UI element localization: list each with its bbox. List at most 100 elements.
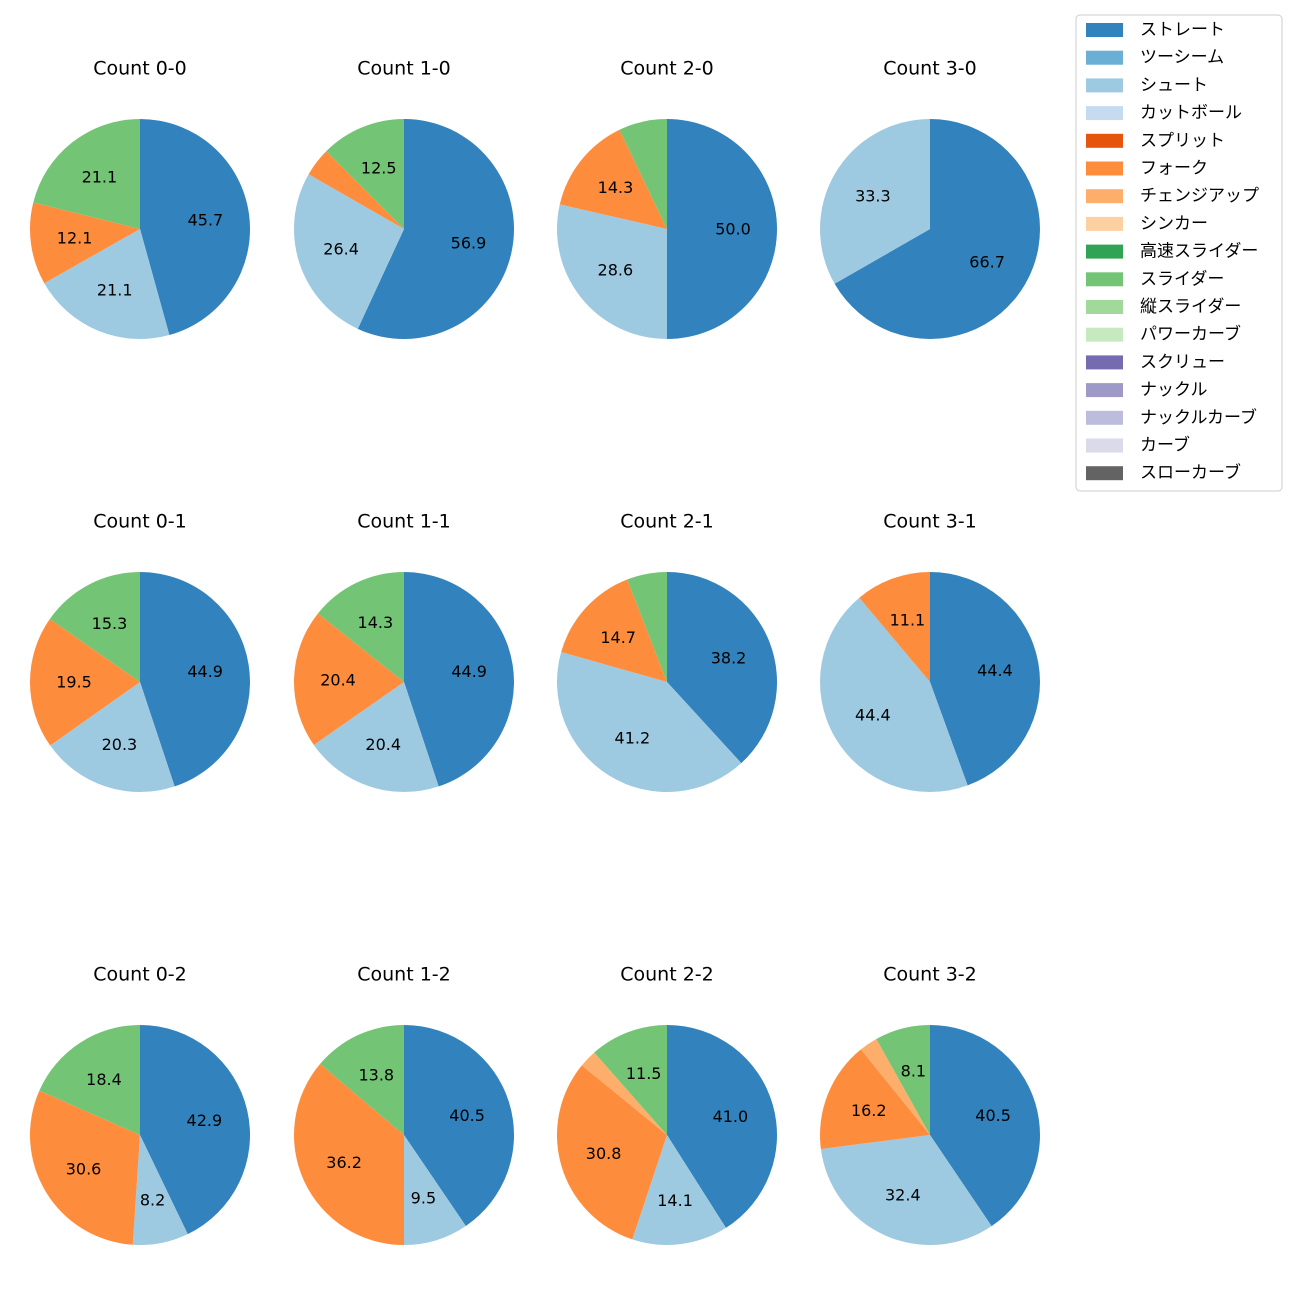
legend-label: スローカーブ: [1140, 462, 1241, 483]
legend-label: 縦スライダー: [1140, 297, 1241, 317]
pie-chart: Count 0-0 45.7 21.1 12.1 21.1: [30, 58, 250, 340]
slice-label: 20.4: [365, 735, 401, 754]
slice-label: 44.4: [855, 706, 891, 725]
legend-label: ナックルカーブ: [1140, 407, 1257, 428]
pie-slice: [140, 119, 250, 336]
chart-title: Count 0-2: [93, 964, 187, 986]
slice-label: 14.1: [657, 1191, 693, 1210]
pie-slice: [581, 1052, 667, 1135]
legend-label: スクリュー: [1140, 352, 1225, 372]
slice-label: 20.4: [320, 670, 356, 689]
slice-label: 19.5: [56, 673, 92, 692]
slice-label: 8.2: [140, 1190, 165, 1209]
pie-slice: [30, 1090, 140, 1245]
chart-title: Count 2-2: [620, 964, 714, 986]
slice-label: 14.7: [600, 628, 636, 647]
slice-label: 45.7: [188, 211, 224, 230]
pie-slice: [557, 651, 742, 793]
legend-label: ツーシーム: [1140, 48, 1224, 68]
pie-slice: [819, 597, 968, 793]
pie-slice: [627, 572, 667, 682]
legend-swatch: [1086, 466, 1123, 481]
legend-swatch: [1086, 244, 1123, 259]
chart-title: Count 0-0: [93, 58, 187, 80]
slice-label: 16.2: [851, 1101, 887, 1120]
slice-label: 56.9: [451, 234, 487, 253]
pie-slice: [39, 1025, 140, 1135]
slice-label: 8.1: [901, 1062, 926, 1081]
slice-label: 41.2: [615, 729, 651, 748]
pie-chart: Count 3-0 66.7 33.3: [820, 58, 1040, 339]
chart-title: Count 1-2: [357, 964, 451, 986]
pie-chart: Count 1-1 44.9 20.4 20.4 14.3: [293, 511, 514, 792]
pie-slice: [930, 572, 1041, 786]
slice-label: 44.9: [187, 662, 223, 681]
slice-label: 26.4: [323, 240, 359, 259]
pie-slice: [667, 119, 777, 339]
pie-chart: Count 3-2 40.5 32.4 16.2 8.1: [820, 964, 1040, 1245]
pie-slice: [404, 1025, 514, 1226]
legend-label: シンカー: [1140, 214, 1208, 234]
pie-slice: [294, 1063, 404, 1245]
legend-swatch: [1086, 133, 1123, 148]
slice-label: 12.1: [57, 228, 93, 247]
pie-slice: [619, 119, 667, 229]
chart-title: Count 2-0: [620, 58, 714, 80]
legend-label: スプリット: [1140, 131, 1225, 151]
pie-slice: [556, 1065, 667, 1240]
pie-chart: Count 0-1 44.9 20.3 19.5 15.3: [29, 511, 251, 793]
pie-slice: [561, 579, 667, 682]
slice-label: 14.3: [598, 178, 634, 197]
pie-slice: [357, 119, 514, 339]
legend-label: チェンジアップ: [1140, 186, 1259, 206]
pie-slice: [132, 1135, 188, 1245]
slice-label: 42.9: [187, 1111, 223, 1130]
legend-label: ストレート: [1140, 20, 1225, 40]
slice-label: 38.2: [711, 649, 747, 668]
slice-label: 33.3: [855, 186, 891, 205]
pie-slice: [308, 151, 404, 229]
slice-label: 40.5: [975, 1106, 1011, 1125]
slice-label: 21.1: [82, 167, 118, 186]
pie-chart: Count 3-1 44.4 44.4 11.1: [819, 511, 1041, 793]
legend-swatch: [1086, 78, 1123, 93]
legend-swatch: [1086, 106, 1123, 121]
slice-label: 14.3: [358, 613, 394, 632]
pie-slice: [404, 1135, 466, 1245]
slice-label: 11.5: [626, 1064, 662, 1083]
legend: ストレートツーシームシュートカットボールスプリットフォークチェンジアップシンカー…: [1075, 14, 1283, 492]
pie-chart: Count 2-2 41.0 14.1 30.8 11.5: [556, 964, 777, 1245]
pie-slice: [859, 572, 930, 682]
pie-slice: [594, 1025, 667, 1135]
legend-swatch: [1086, 50, 1123, 65]
legend-swatch: [1086, 23, 1123, 37]
pie-slice: [33, 119, 141, 229]
pie-chart: Count 2-1 38.2 41.2 14.7: [557, 511, 777, 793]
legend-swatch: [1086, 216, 1123, 231]
pie-slice: [29, 619, 140, 746]
chart-title: Count 0-1: [93, 511, 187, 533]
pie-slice: [667, 572, 777, 764]
legend-swatch: [1086, 410, 1123, 425]
pie-slice: [404, 572, 514, 787]
legend-swatch: [1086, 327, 1123, 342]
chart-title: Count 3-2: [883, 964, 977, 986]
pie-slice: [294, 174, 404, 329]
chart-title: Count 2-1: [620, 511, 714, 533]
chart-title: Count 1-0: [357, 58, 451, 80]
pie-slice: [313, 682, 439, 792]
slice-label: 18.4: [86, 1070, 122, 1089]
slice-label: 66.7: [969, 253, 1005, 272]
pie-slice: [820, 1049, 930, 1149]
charts-area: Count 0-0 45.7 21.1 12.1 21.1 Count 1-0 56.9 26…: [29, 58, 1041, 1245]
pie-slice: [293, 613, 404, 745]
chart-title: Count 1-1: [357, 511, 451, 533]
pie-slice: [30, 202, 140, 284]
pie-slice: [930, 1025, 1040, 1227]
slice-label: 44.9: [451, 662, 487, 681]
slice-label: 20.3: [102, 735, 138, 754]
pie-slice: [860, 1038, 930, 1135]
slice-label: 13.8: [358, 1066, 394, 1085]
chart-title: Count 3-1: [883, 511, 977, 533]
legend-label: カーブ: [1140, 435, 1190, 456]
